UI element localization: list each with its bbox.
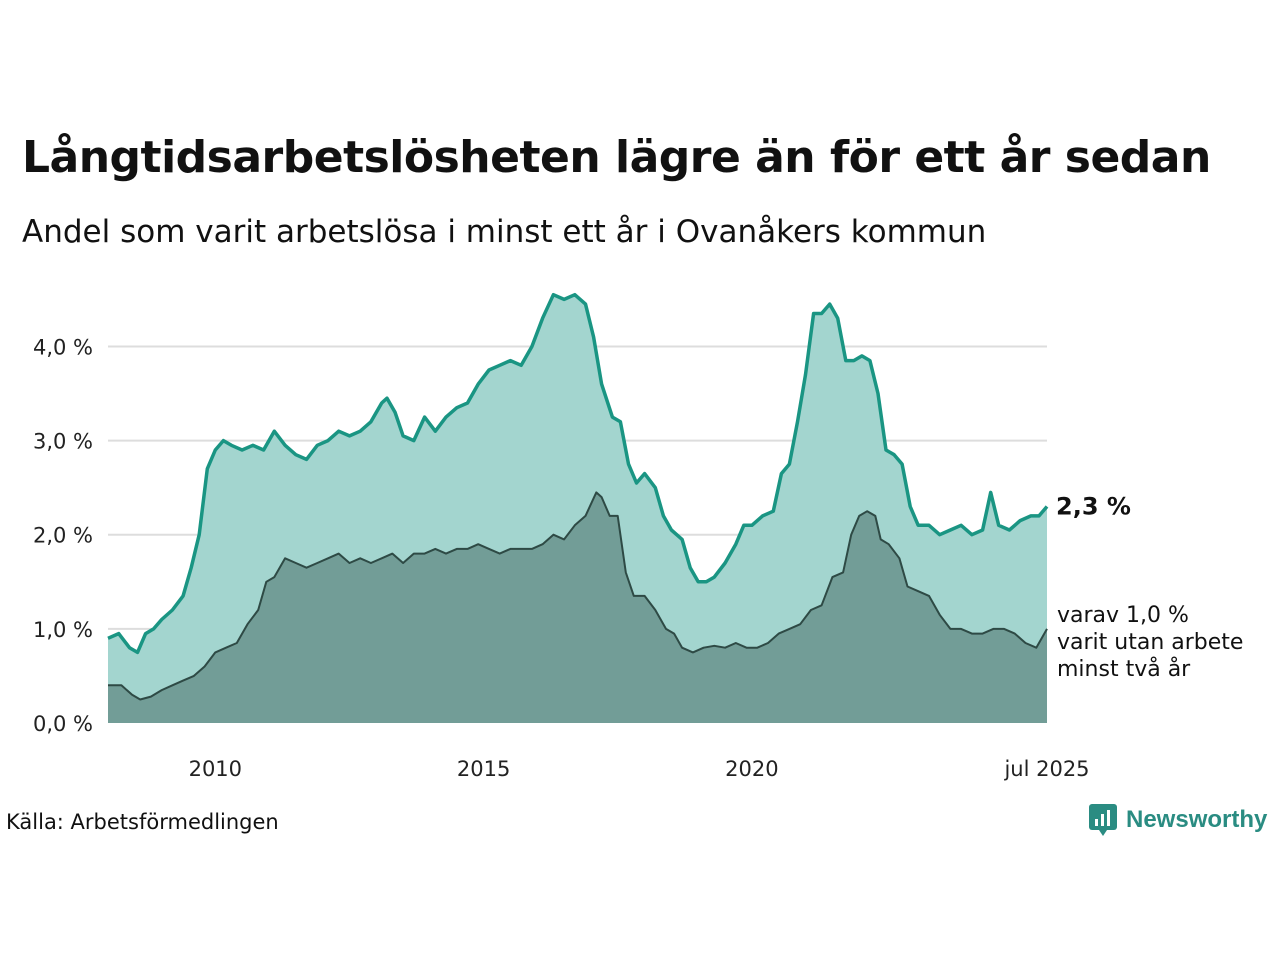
series-2-end-label-line: minst två år xyxy=(1057,656,1191,682)
chart-title: Långtidsarbetslösheten lägre än för ett … xyxy=(22,132,1211,183)
y-tick-label: 4,0 % xyxy=(33,335,93,359)
series-2-area xyxy=(108,492,1047,723)
chart-subtitle: Andel som varit arbetslösa i minst ett å… xyxy=(22,214,987,250)
x-tick-label: 2015 xyxy=(457,757,510,781)
newsworthy-logo-icon xyxy=(1089,804,1117,836)
y-tick-label: 1,0 % xyxy=(33,618,93,642)
y-tick-label: 3,0 % xyxy=(33,430,93,454)
series-areas xyxy=(107,292,1049,723)
y-axis: 0,0 % 1,0 % 2,0 % 3,0 % 4,0 % xyxy=(33,335,93,736)
x-tick-label: jul 2025 xyxy=(1003,757,1089,781)
series-1-line xyxy=(107,292,1049,655)
source-note: Källa: Arbetsförmedlingen xyxy=(6,810,279,834)
series-1-end-label: 2,3 % xyxy=(1056,493,1131,521)
brand-name: Newsworthy xyxy=(1126,806,1268,833)
brand-logo: Newsworthy xyxy=(1088,803,1267,837)
y-tick-label: 2,0 % xyxy=(33,524,93,548)
x-tick-label: 2010 xyxy=(189,757,242,781)
series-2-end-label-line: varav 1,0 % xyxy=(1057,603,1189,628)
x-tick-label: 2020 xyxy=(725,757,778,781)
series-2-end-label-line: varit utan arbete xyxy=(1057,630,1243,655)
x-axis: 2010 2015 2020 jul 2025 xyxy=(189,757,1090,781)
series-2-line xyxy=(108,491,1048,701)
y-tick-label: 0,0 % xyxy=(33,712,93,736)
